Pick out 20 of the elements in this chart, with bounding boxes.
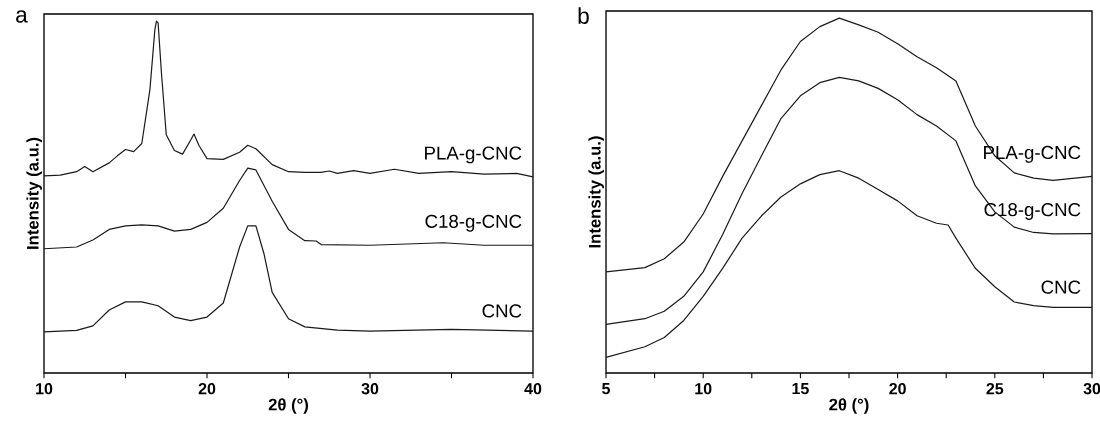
x-tick-label: 30 <box>1083 383 1100 395</box>
x-tick-label: 30 <box>361 383 379 395</box>
y-axis-title: Intensity (a.u.) <box>26 137 42 249</box>
series-label: CNC <box>482 304 522 318</box>
text: b <box>578 7 589 24</box>
x-tick-label: 40 <box>524 383 542 395</box>
x-tick-label: 20 <box>198 383 216 395</box>
x-tick-label: 25 <box>986 383 1004 395</box>
x-tick-label: 10 <box>695 383 712 395</box>
x-tick-label: 20 <box>889 383 906 395</box>
text: a <box>16 10 28 23</box>
series-label: PLA-g-CNC <box>425 146 522 164</box>
y-axis-title: Intensity (a.u.) <box>588 136 604 248</box>
series-label: CNC <box>1041 280 1081 294</box>
x-tick-label: 15 <box>792 383 809 395</box>
x-axis-title: 2θ (°) <box>268 398 309 414</box>
x-axis-title: 2θ (°) <box>829 398 869 414</box>
x-tick-label: 5 <box>602 383 610 395</box>
series-label: C18-g-CNC <box>425 214 522 232</box>
x-tick-label: 10 <box>36 383 53 395</box>
